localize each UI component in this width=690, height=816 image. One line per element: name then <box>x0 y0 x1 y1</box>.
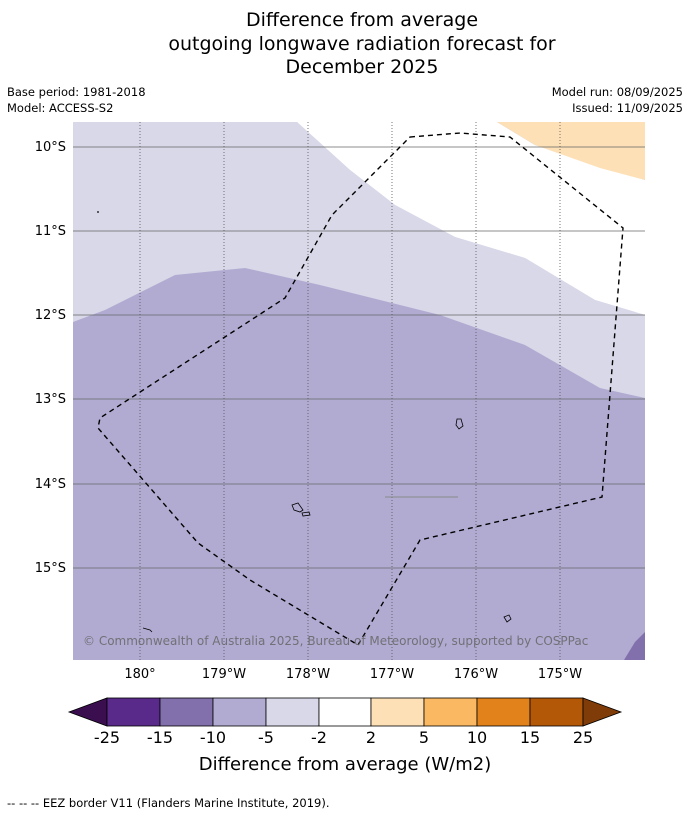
colorbar-tick-label: -2 <box>311 728 327 747</box>
lat-label: 14°S <box>35 477 66 492</box>
latitude-gridlines <box>73 146 645 569</box>
lon-label: 177°W <box>370 667 414 682</box>
lat-label: 15°S <box>35 561 66 576</box>
colorbar-segment <box>159 697 214 727</box>
copyright-text: © Commonwealth of Australia 2025, Bureau… <box>83 634 588 648</box>
lon-label: 180° <box>124 667 155 682</box>
title-line-1: Difference from average <box>245 9 479 31</box>
colorbar-title: Difference from average (W/m2) <box>199 754 491 775</box>
colorbar-tick-label: 10 <box>467 728 487 747</box>
eez-footnote: -- -- -- EEZ border V11 (Flanders Marine… <box>7 796 330 810</box>
colorbar-tick-label: -15 <box>147 728 173 747</box>
lat-label: 12°S <box>35 308 66 323</box>
lon-label: 176°W <box>454 667 498 682</box>
island-wallis <box>455 418 464 430</box>
latitude-labels: 10°S 11°S 12°S 13°S 14°S 15°S <box>35 140 66 576</box>
title-line-2: outgoing longwave radiation forecast for <box>168 33 556 55</box>
lat-label: 11°S <box>35 224 66 239</box>
colorbar-segment <box>423 697 478 727</box>
colorbar-segment <box>370 697 425 727</box>
model-run: Model run: 08/09/2025 <box>551 85 683 99</box>
colorbar-extend-high <box>582 697 623 727</box>
anomaly-band-minus15-minus10 <box>624 632 645 660</box>
colorbar-segment <box>212 697 267 727</box>
island-speck <box>97 211 99 213</box>
colorbar-segment <box>265 697 320 727</box>
colorbar-tick-label: -5 <box>258 728 274 747</box>
colorbar-tick-label: -25 <box>94 728 120 747</box>
colorbar <box>67 697 623 727</box>
colorbar-extend-low <box>67 697 108 727</box>
colorbar-segment <box>476 697 531 727</box>
anomaly-band-2-5 <box>497 122 645 180</box>
lon-label: 175°W <box>538 667 582 682</box>
lat-label: 10°S <box>35 140 66 155</box>
anomaly-band-neutral <box>297 122 645 315</box>
lat-label: 13°S <box>35 392 66 407</box>
colorbar-tick-label: 15 <box>520 728 540 747</box>
colorbar-tick-label: 5 <box>419 728 429 747</box>
longitude-labels: 180° 179°W 178°W 177°W 176°W 175°W <box>124 667 582 682</box>
title-line-3: December 2025 <box>285 56 439 78</box>
island-futuna <box>291 502 304 513</box>
colorbar-segment <box>106 697 161 727</box>
colorbar-tick-label: 2 <box>366 728 376 747</box>
colorbar-ticks: -25 -15 -10 -5 -2 2 5 10 15 25 <box>94 728 593 747</box>
colorbar-segment <box>318 697 372 727</box>
anomaly-band-minus5-minus2 <box>73 122 645 398</box>
eez-border <box>97 132 624 646</box>
model-name: Model: ACCESS-S2 <box>7 101 114 115</box>
colorbar-tick-label: 25 <box>573 728 593 747</box>
colorbar-segment <box>529 697 584 727</box>
island-alofi <box>301 511 311 517</box>
base-period: Base period: 1981-2018 <box>7 85 146 99</box>
map-area: © Commonwealth of Australia 2025, Bureau… <box>73 122 645 660</box>
colorbar-tick-label: -10 <box>200 728 226 747</box>
issued-date: Issued: 11/09/2025 <box>572 101 683 115</box>
lon-label: 178°W <box>286 667 330 682</box>
island-small-sw <box>142 627 153 633</box>
lon-label: 179°W <box>202 667 246 682</box>
island-small-se <box>503 614 512 623</box>
